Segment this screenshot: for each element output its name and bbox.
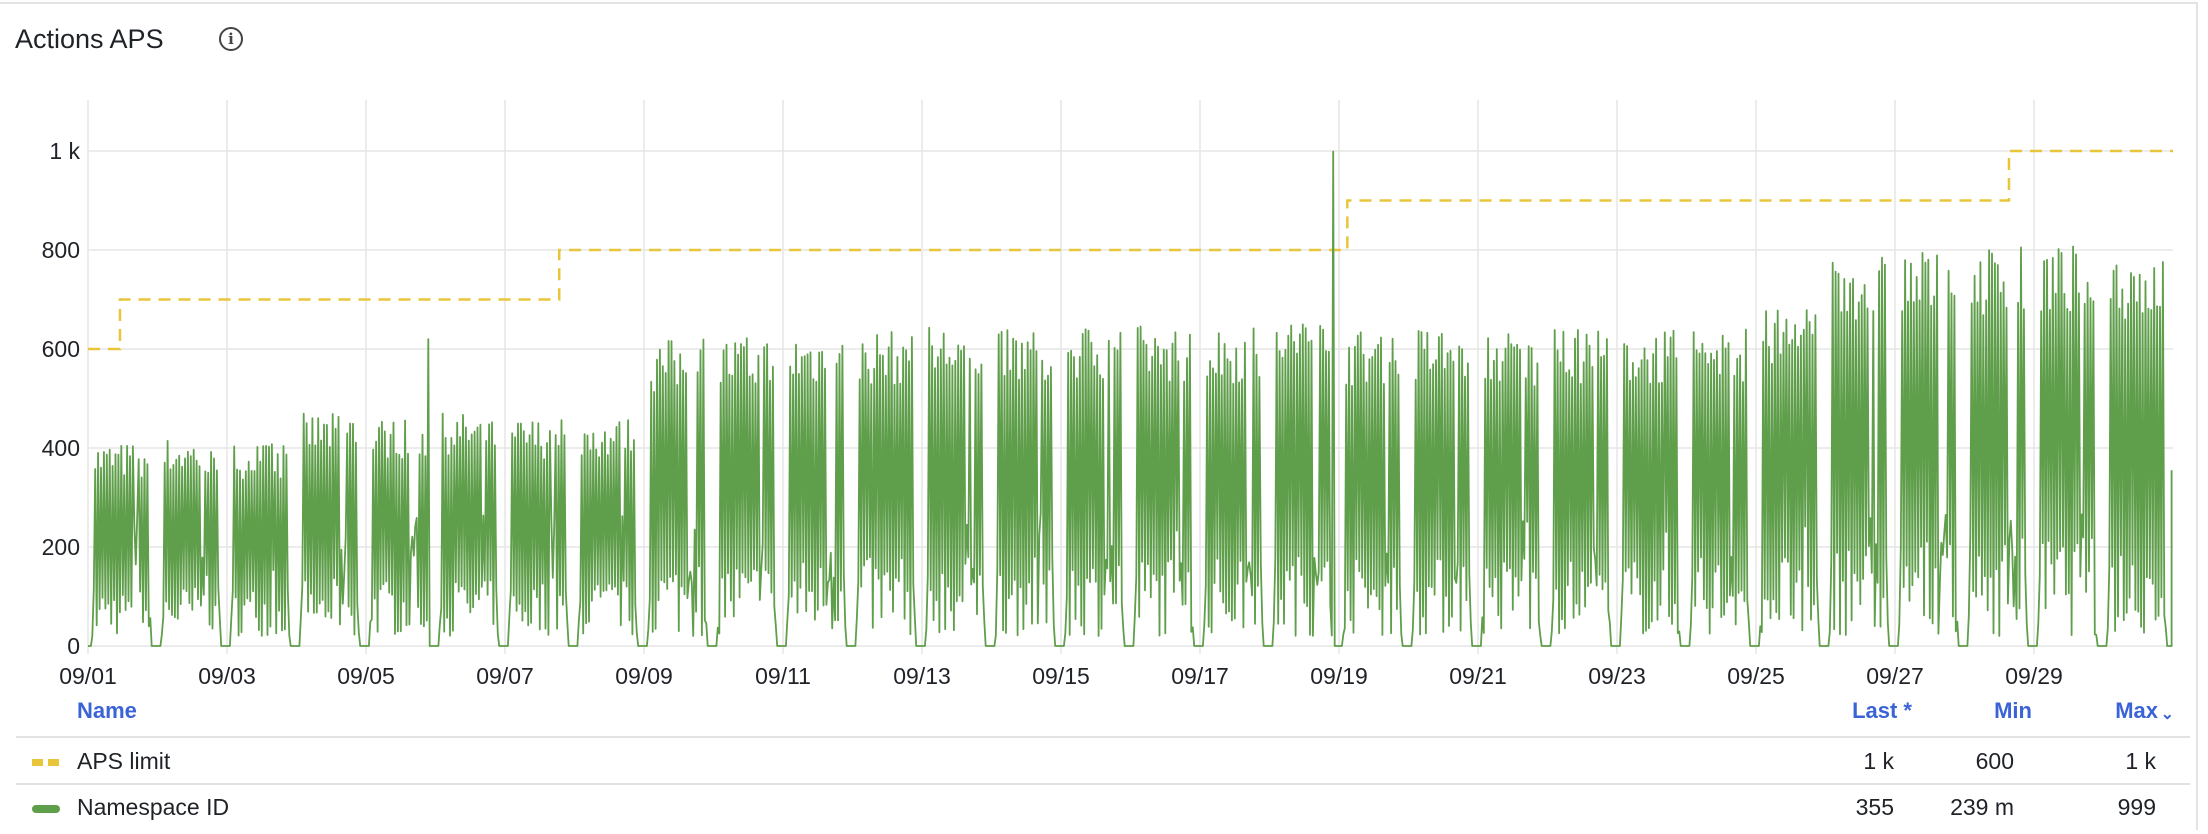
series-max: 999 <box>2117 794 2156 820</box>
series-max: 1 k <box>2125 748 2156 774</box>
info-circle-icon[interactable]: i <box>219 27 243 51</box>
series-name: APS limit <box>77 748 171 774</box>
aps-limit-line <box>88 149 2173 351</box>
series-name: Namespace ID <box>77 794 230 820</box>
x-tick-label: 09/21 <box>1449 663 1507 689</box>
x-tick-label: 09/11 <box>755 663 811 689</box>
legend-divider <box>16 783 2190 785</box>
dashed-swatch-icon <box>32 759 43 766</box>
legend-row-aps-limit[interactable]: APS limit 1 k 600 1 k <box>0 748 2190 788</box>
x-tick-label: 09/09 <box>615 663 673 689</box>
x-tick-label: 09/29 <box>2005 663 2063 689</box>
series-min: 239 m <box>1950 794 2014 820</box>
legend-header-min[interactable]: Min <box>1994 698 2032 723</box>
legend-header-name[interactable]: Name <box>77 698 137 723</box>
legend-row-namespace-id[interactable]: Namespace ID 355 239 m 999 <box>0 794 2190 834</box>
panel-title: Actions APS <box>15 24 164 54</box>
y-tick-label: 600 <box>42 336 80 362</box>
x-tick-label: 09/17 <box>1171 663 1229 689</box>
legend-divider <box>16 736 2190 738</box>
x-tick-label: 09/13 <box>893 663 951 689</box>
chevron-down-icon[interactable]: ⌄ <box>2160 706 2174 723</box>
x-tick-label: 09/15 <box>1032 663 1090 689</box>
y-tick-label: 800 <box>42 237 80 263</box>
x-tick-label: 09/05 <box>337 663 395 689</box>
x-tick-label: 09/25 <box>1727 663 1785 689</box>
y-tick-label: 200 <box>42 534 80 560</box>
legend-header-max[interactable]: Max <box>2115 698 2158 723</box>
y-tick-label: 400 <box>42 435 80 461</box>
series-last: 1 k <box>1863 748 1894 774</box>
chart-svg: 0 200 400 600 800 1 k 09/01 09/03 09/05 09/07 09/0… <box>42 100 2173 689</box>
x-tick-label: 09/01 <box>59 663 117 689</box>
y-tick-label: 0 <box>67 633 80 659</box>
x-tick-label: 09/19 <box>1310 663 1368 689</box>
x-tick-label: 09/23 <box>1588 663 1646 689</box>
y-tick-label: 1 k <box>49 138 80 164</box>
x-tick-label: 09/03 <box>198 663 256 689</box>
x-tick-label: 09/27 <box>1866 663 1924 689</box>
solid-swatch-icon <box>32 805 60 813</box>
series-last: 355 <box>1855 794 1894 820</box>
namespace-id-line <box>88 150 2173 647</box>
legend-header-last[interactable]: Last * <box>1852 698 1912 723</box>
series-min: 600 <box>1975 748 2014 774</box>
x-tick-label: 09/07 <box>476 663 534 689</box>
